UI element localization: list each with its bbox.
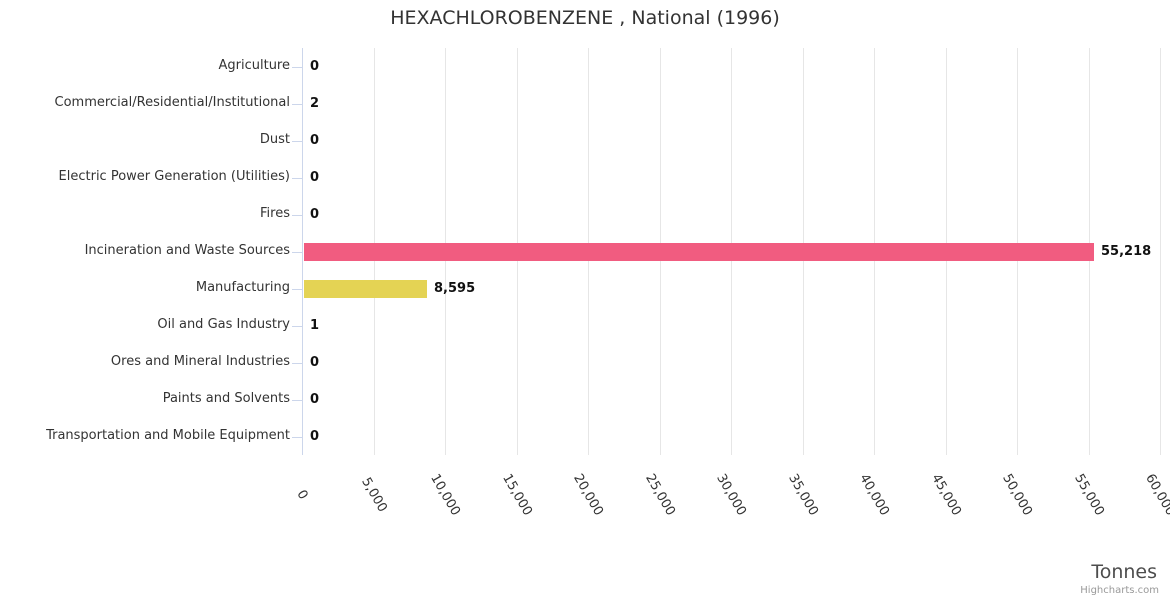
category-label-ores-and-mineral-industries: Ores and Mineral Industries xyxy=(110,353,290,369)
x-axis-tick-label: 0 xyxy=(293,487,311,503)
x-axis-tick-label: 10,000 xyxy=(427,471,463,519)
value-label-transportation-and-mobile-equipment: 0 xyxy=(310,428,320,444)
value-label-paints-and-solvents: 0 xyxy=(310,391,320,407)
x-axis-tick-label: 45,000 xyxy=(928,471,964,519)
category-label-transportation-and-mobile-equipment: Transportation and Mobile Equipment xyxy=(46,427,290,443)
category-axis-tick xyxy=(292,289,302,290)
category-label-dust: Dust xyxy=(259,131,290,147)
value-label-agriculture: 0 xyxy=(310,58,320,74)
x-axis-tick-label: 40,000 xyxy=(856,471,892,519)
category-axis-tick xyxy=(292,104,302,105)
x-axis-tick-label: 20,000 xyxy=(570,471,606,519)
value-label-incineration-and-waste-sources: 55,218 xyxy=(1101,243,1152,259)
x-axis-tick-label: 30,000 xyxy=(713,471,749,519)
x-axis-tick-label: 50,000 xyxy=(999,471,1035,519)
x-axis-tick-label: 5,000 xyxy=(358,475,390,515)
category-label-incineration-and-waste-sources: Incineration and Waste Sources xyxy=(84,242,290,258)
x-axis-tick-label: 15,000 xyxy=(499,471,535,519)
x-axis-title: Tonnes xyxy=(1091,561,1157,583)
category-axis-tick xyxy=(292,326,302,327)
bar-incineration-and-waste-sources[interactable] xyxy=(304,242,1094,261)
highcharts-credit-link[interactable]: Highcharts.com xyxy=(1080,585,1159,596)
category-axis-tick xyxy=(292,215,302,216)
bar-manufacturing[interactable] xyxy=(304,279,427,298)
value-label-ores-and-mineral-industries: 0 xyxy=(310,354,320,370)
category-label-oil-and-gas-industry: Oil and Gas Industry xyxy=(157,316,290,332)
category-label-manufacturing: Manufacturing xyxy=(195,279,290,295)
value-label-commercial-residential-institutional: 2 xyxy=(310,95,320,111)
value-label-manufacturing: 8,595 xyxy=(434,280,476,296)
category-axis-tick xyxy=(292,67,302,68)
category-axis-tick xyxy=(292,252,302,253)
category-axis-tick xyxy=(292,141,302,142)
gridline xyxy=(1160,48,1161,455)
value-label-oil-and-gas-industry: 1 xyxy=(310,317,320,333)
category-label-agriculture: Agriculture xyxy=(218,57,291,73)
category-axis-tick xyxy=(292,363,302,364)
value-label-dust: 0 xyxy=(310,132,320,148)
x-axis-tick-label: 25,000 xyxy=(642,471,678,519)
x-axis-tick-label: 60,000 xyxy=(1142,471,1170,519)
category-label-fires: Fires xyxy=(260,205,290,221)
category-label-electric-power-generation-utilities: Electric Power Generation (Utilities) xyxy=(58,168,290,184)
category-axis-tick xyxy=(292,178,302,179)
category-axis-tick xyxy=(292,400,302,401)
x-axis-tick-label: 55,000 xyxy=(1071,471,1107,519)
category-axis-line xyxy=(302,48,303,455)
value-label-fires: 0 xyxy=(310,206,320,222)
category-label-paints-and-solvents: Paints and Solvents xyxy=(162,390,290,406)
chart-title: HEXACHLOROBENZENE , National (1996) xyxy=(390,7,780,29)
x-axis-tick-label: 35,000 xyxy=(785,471,821,519)
value-label-electric-power-generation-utilities: 0 xyxy=(310,169,320,185)
category-label-commercial-residential-institutional: Commercial/Residential/Institutional xyxy=(54,94,291,110)
category-axis-tick xyxy=(292,437,302,438)
